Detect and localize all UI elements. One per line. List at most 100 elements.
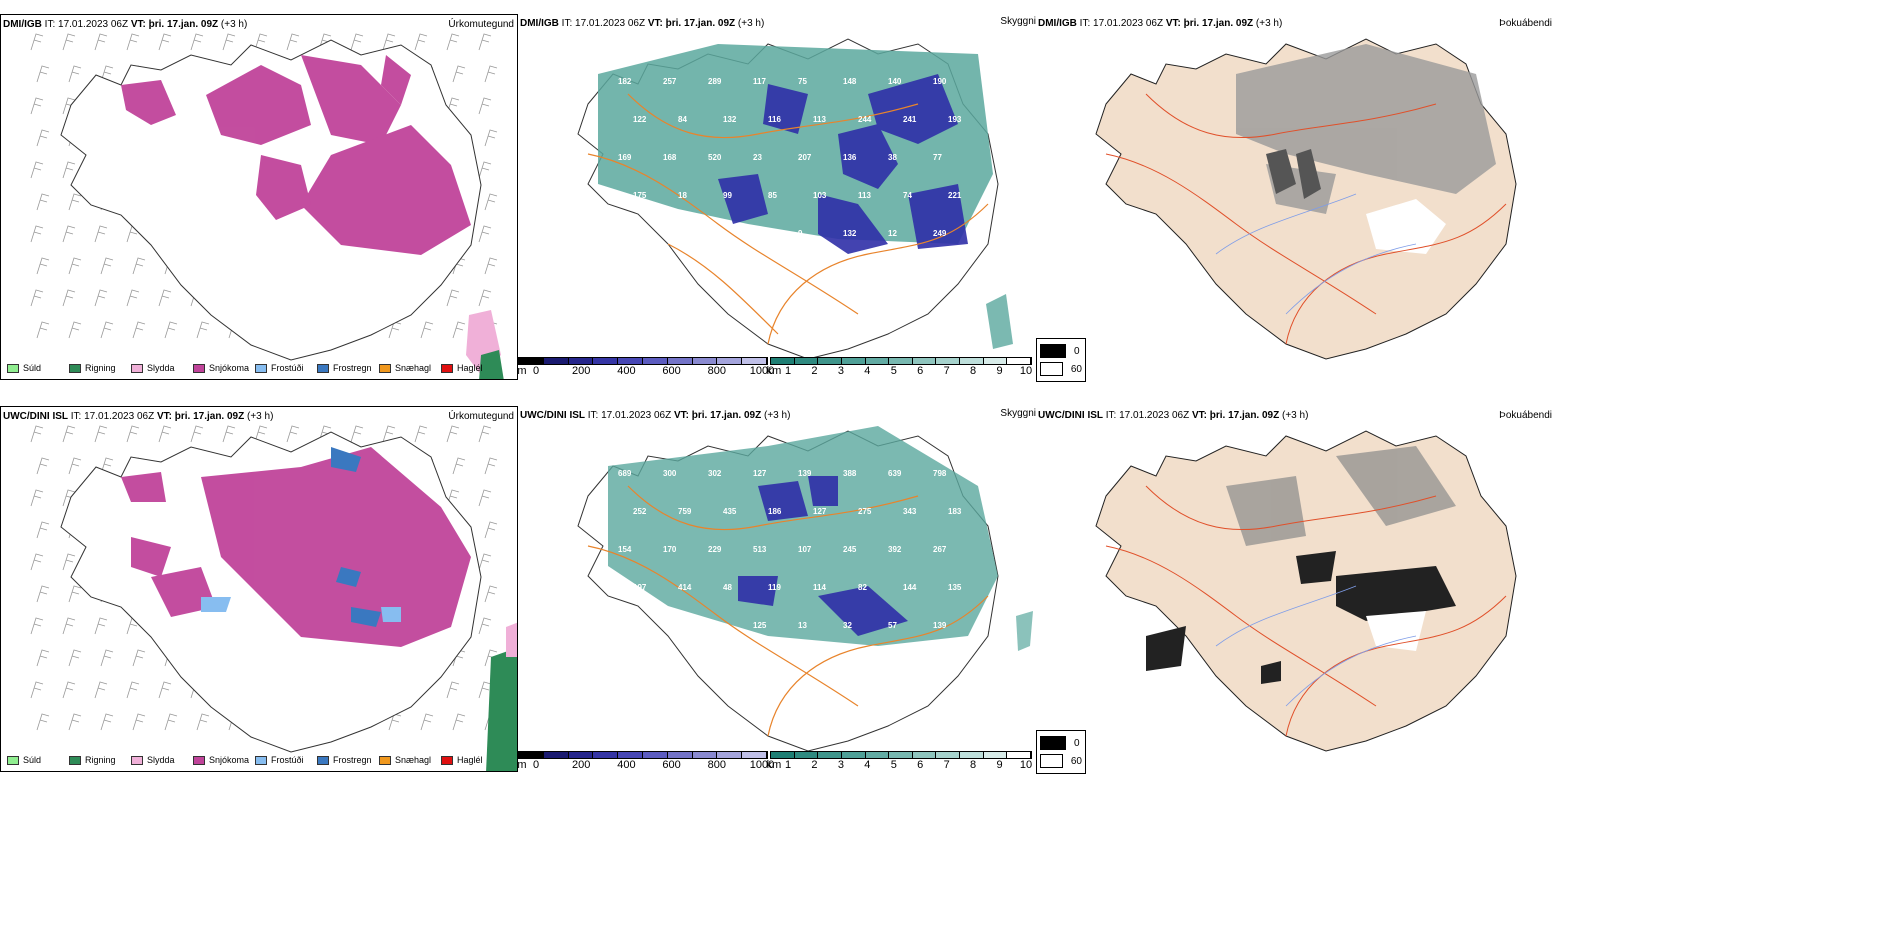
cloudbase-label: 127: [753, 469, 767, 478]
precip-legend: Súld Rigning Slydda Snjókoma Frostúði Frostre…: [7, 363, 499, 373]
cloudbase-label: 639: [888, 469, 902, 478]
cloudbase-label: 241: [903, 115, 917, 124]
cloudbase-label: 84: [678, 115, 687, 124]
scale-color: [568, 752, 594, 758]
cloudbase-label: 435: [723, 507, 737, 516]
scale-color: [794, 752, 819, 758]
visibility-scale-top: km 1 2 3 4 5 6 7 8 9 10: [767, 357, 1032, 377]
cloudbase-label: 169: [618, 153, 632, 162]
scale-unit: m: [517, 759, 527, 771]
scale-color: [983, 752, 1008, 758]
cloudbase-label: 275: [858, 507, 872, 516]
wind-barb: [452, 321, 466, 339]
wind-barb: [196, 321, 210, 339]
cloudbase-map: 689 300 302 127 139 388 639 798 252 759 435 186 127 2…: [577, 426, 1033, 752]
scale-color: [865, 358, 890, 364]
cloudbase-label: 48: [723, 583, 732, 592]
legend-swatch: [193, 363, 205, 373]
legend-swatch: [379, 755, 391, 765]
legend-item: Frostregn: [317, 363, 375, 373]
cloudbase-label: 139: [798, 469, 812, 478]
wind-barb: [484, 521, 498, 539]
scale-color: [912, 358, 937, 364]
cloud-tag: Skyggni: [1000, 408, 1036, 419]
scale-tick: 9: [996, 759, 1003, 771]
cloudbase-label: 132: [723, 115, 737, 124]
cloudbase-label: 414: [678, 583, 692, 592]
wind-barb: [350, 33, 364, 51]
legend-label: Snæhagl: [395, 755, 432, 765]
precip-map: [30, 33, 504, 379]
scale-unit: m: [517, 365, 527, 377]
cloudbase-label: 182: [618, 77, 632, 86]
fog-panel-bottom: UWC/DINI ISL IT: 17.01.2023 06Z VT: þri.…: [1036, 406, 1556, 772]
cloudbase-label: 113: [813, 115, 826, 124]
cloudbase-label: 38: [888, 153, 897, 162]
scale-unit: km: [766, 759, 782, 771]
cloudbase-label: 245: [843, 545, 857, 554]
scale-color: [543, 752, 569, 758]
scale-tick: 3: [837, 759, 844, 771]
scale-tick: 3: [837, 365, 844, 377]
cloudbase-label: 75: [798, 77, 807, 86]
cloudbase-label: 148: [843, 77, 857, 86]
cloudbase-label: 144: [903, 583, 917, 592]
wind-barb: [446, 681, 460, 699]
wind-barb: [36, 129, 50, 147]
cloudbase-label: 154: [618, 545, 632, 554]
cloudbase-label: 77: [933, 153, 942, 162]
cloudbase-label: 267: [933, 545, 947, 554]
cloudbase-label: 12: [888, 229, 897, 238]
scale-tick: 600: [662, 365, 681, 377]
legend-item: Haglél: [441, 363, 499, 373]
scale-tick: 1: [784, 759, 792, 771]
scale-color: [841, 752, 866, 758]
wind-barb: [100, 457, 114, 475]
wind-barb: [100, 713, 114, 731]
wind-barb: [254, 425, 268, 443]
wind-barb: [94, 425, 108, 443]
cloudbase-label: 32: [843, 621, 852, 630]
legend-item: Haglél: [441, 755, 499, 765]
wind-barb: [158, 425, 172, 443]
panel-title: UWC/DINI ISL IT: 17.01.2023 06Z VT: þri.…: [1038, 410, 1309, 421]
wind-barb: [62, 553, 76, 571]
wind-barb: [484, 193, 498, 211]
wind-barb: [100, 257, 114, 275]
wind-barb: [30, 97, 44, 115]
legend-label: Súld: [23, 755, 42, 765]
legend-label: Snjókoma: [209, 363, 250, 373]
wind-barb: [30, 225, 44, 243]
wind-barb: [100, 65, 114, 83]
legend-swatch: [317, 363, 329, 373]
legend-item: Frostúði: [255, 363, 313, 373]
wind-barb: [36, 521, 50, 539]
scale-tick: 5: [890, 365, 897, 377]
panel-title: DMI/IGB IT: 17.01.2023 06Z VT: þri. 17.j…: [520, 18, 765, 29]
legend-item: Snæhagl: [379, 755, 437, 765]
scale-color: [717, 358, 743, 364]
cloudbase-label: 122: [633, 115, 647, 124]
scale-color: [818, 752, 842, 758]
panel-title: UWC/DINI ISL IT: 17.01.2023 06Z VT: þri.…: [3, 411, 274, 422]
scale-color: [519, 752, 544, 758]
cloudbase-panel-top: DMI/IGB IT: 17.01.2023 06Z VT: þri. 17.j…: [518, 14, 1036, 380]
legend-label: Haglél: [457, 755, 483, 765]
cloudbase-scale-top: m 0 200 400 600 800 1000: [517, 357, 774, 377]
cloudbase-label: 392: [888, 545, 902, 554]
scale-color: [889, 752, 913, 758]
wind-barb: [452, 457, 466, 475]
precip-tag: Úrkomutegund: [448, 411, 514, 422]
cloudbase-label: 103: [813, 191, 827, 200]
wind-barb: [196, 713, 210, 731]
fog-panel-top: DMI/IGB IT: 17.01.2023 06Z VT: þri. 17.j…: [1036, 14, 1556, 380]
wind-barb: [132, 713, 146, 731]
scale-tick: 8: [970, 365, 977, 377]
legend-swatch: [193, 755, 205, 765]
cloudbase-label: 171: [708, 621, 722, 630]
cloudbase-label: 689: [618, 469, 632, 478]
fog-swatch: [1040, 754, 1063, 768]
legend-swatch: [255, 755, 267, 765]
wind-barb: [126, 681, 140, 699]
wind-barb: [158, 289, 172, 307]
